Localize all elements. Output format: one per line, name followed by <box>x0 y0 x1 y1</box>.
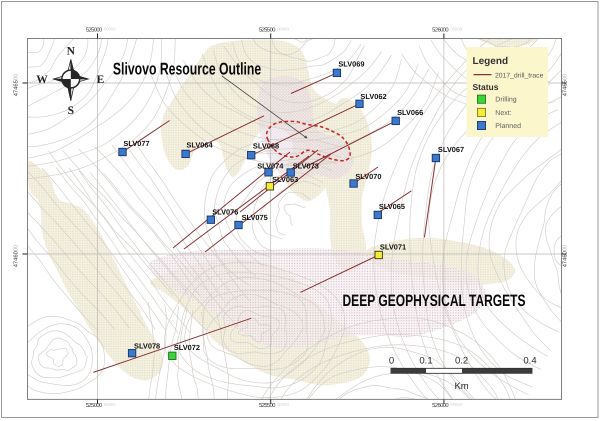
svg-text:SLV065: SLV065 <box>379 202 405 211</box>
svg-text:525500: 525500 <box>259 402 276 409</box>
svg-text:SLV073: SLV073 <box>293 161 319 170</box>
svg-text:4746500: 4746500 <box>562 74 569 97</box>
svg-text:525000: 525000 <box>86 402 103 409</box>
svg-text:SLV067: SLV067 <box>438 145 464 154</box>
svg-text:SLV063: SLV063 <box>272 175 298 184</box>
svg-text:00000: 00000 <box>277 27 289 32</box>
svg-text:00000: 00000 <box>450 27 462 32</box>
svg-text:00000: 00000 <box>104 27 116 32</box>
svg-text:Km: Km <box>454 381 468 392</box>
svg-text:E: E <box>97 74 105 86</box>
svg-text:SLV066: SLV066 <box>397 108 423 117</box>
svg-text:0.4: 0.4 <box>523 356 536 367</box>
svg-text:SLV072: SLV072 <box>174 343 200 352</box>
svg-text:Status: Status <box>473 82 499 92</box>
svg-text:SLV077: SLV077 <box>123 139 149 148</box>
svg-text:Drilling: Drilling <box>495 96 517 104</box>
svg-text:526000: 526000 <box>432 27 449 34</box>
svg-text:Next:: Next: <box>495 110 511 117</box>
svg-text:SLV076: SLV076 <box>212 207 238 216</box>
svg-text:4746000: 4746000 <box>13 245 20 268</box>
svg-text:DEEP GEOPHYSICAL TARGETS: DEEP GEOPHYSICAL TARGETS <box>343 292 526 310</box>
svg-text:00000: 00000 <box>104 402 116 407</box>
svg-text:2017_drill_trace: 2017_drill_trace <box>495 73 544 80</box>
svg-text:SLV062: SLV062 <box>360 92 386 101</box>
svg-text:4746500: 4746500 <box>13 74 20 97</box>
svg-text:00000: 00000 <box>277 402 289 407</box>
svg-text:SLV078: SLV078 <box>134 342 160 351</box>
svg-text:SLV069: SLV069 <box>338 60 364 69</box>
svg-text:W: W <box>36 74 48 86</box>
svg-text:SLV068: SLV068 <box>253 141 279 150</box>
svg-text:4746000: 4746000 <box>562 245 569 268</box>
svg-text:525500: 525500 <box>259 27 276 34</box>
svg-text:526000: 526000 <box>432 402 449 409</box>
svg-text:SLV071: SLV071 <box>380 243 406 252</box>
svg-text:0: 0 <box>389 356 394 367</box>
svg-text:N: N <box>67 45 76 57</box>
svg-text:SLV074: SLV074 <box>257 162 284 171</box>
svg-text:SLV070: SLV070 <box>355 172 381 181</box>
svg-text:S: S <box>68 105 74 117</box>
svg-text:00000: 00000 <box>450 402 462 407</box>
svg-text:0.2: 0.2 <box>455 356 468 367</box>
svg-text:Planned: Planned <box>495 122 521 130</box>
svg-text:Legend: Legend <box>473 56 509 67</box>
svg-text:0.1: 0.1 <box>419 356 432 367</box>
svg-text:SLV075: SLV075 <box>242 213 268 222</box>
svg-text:Slivovo Resource Outline: Slivovo Resource Outline <box>113 60 261 79</box>
svg-text:SLV064: SLV064 <box>186 141 213 150</box>
svg-text:525000: 525000 <box>86 27 103 34</box>
